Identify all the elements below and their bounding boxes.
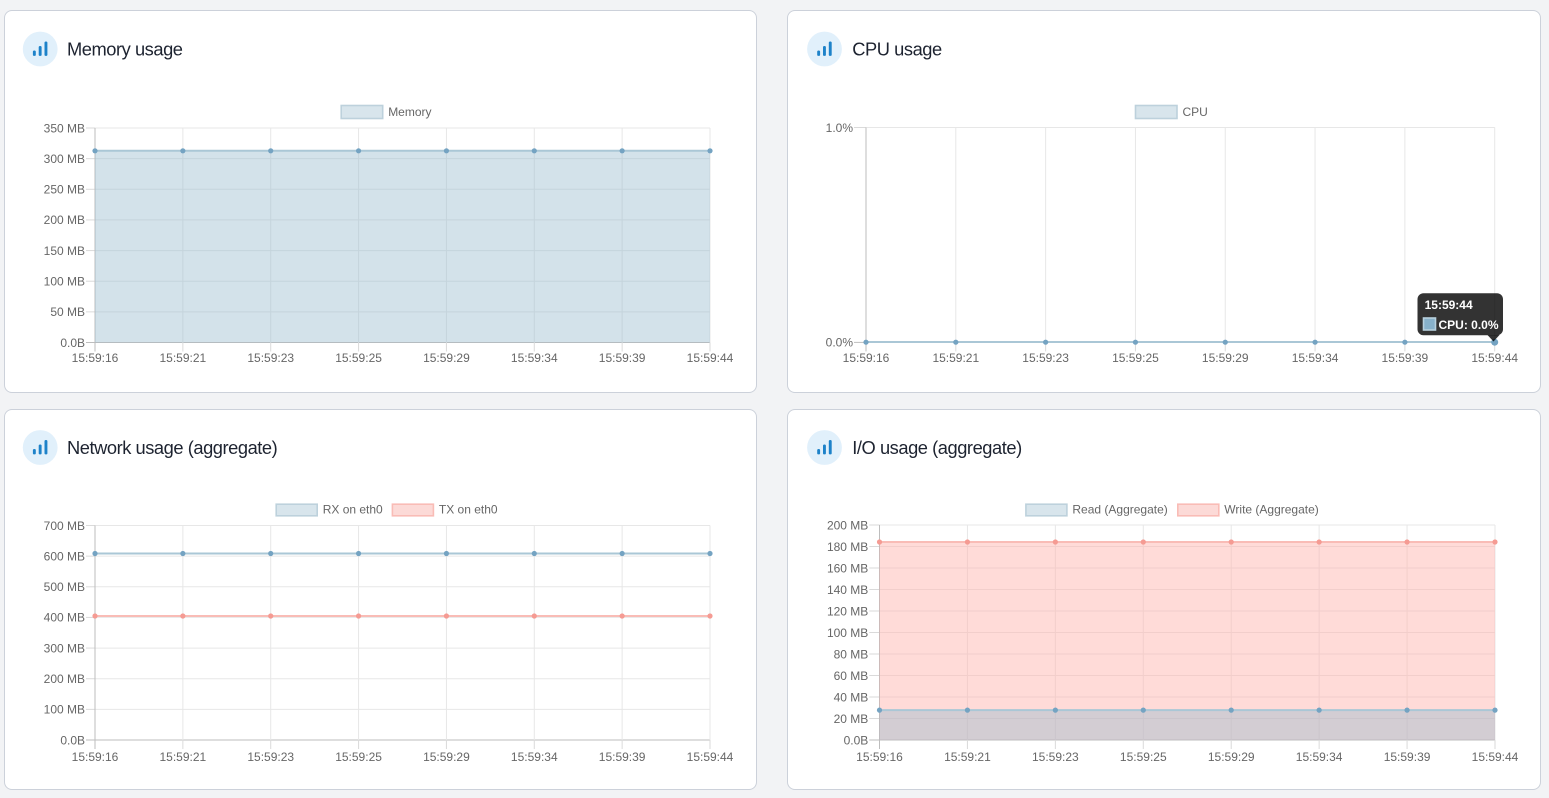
svg-text:600 MB: 600 MB	[44, 549, 85, 563]
svg-text:15:59:39: 15:59:39	[1384, 750, 1431, 764]
svg-text:15:59:39: 15:59:39	[599, 351, 646, 365]
svg-text:20 MB: 20 MB	[834, 712, 869, 726]
svg-text:0.0%: 0.0%	[826, 336, 854, 350]
svg-text:Network usage (aggregate): Network usage (aggregate)	[67, 437, 277, 458]
svg-text:15:59:21: 15:59:21	[932, 351, 979, 365]
svg-text:160 MB: 160 MB	[827, 561, 868, 575]
svg-text:700 MB: 700 MB	[44, 519, 85, 533]
svg-text:15:59:21: 15:59:21	[160, 351, 207, 365]
svg-text:15:59:25: 15:59:25	[1112, 351, 1159, 365]
svg-text:15:59:25: 15:59:25	[1120, 750, 1167, 764]
svg-text:15:59:21: 15:59:21	[944, 750, 991, 764]
svg-text:15:59:44: 15:59:44	[687, 750, 734, 764]
svg-text:100 MB: 100 MB	[44, 275, 85, 289]
svg-text:15:59:25: 15:59:25	[335, 750, 382, 764]
svg-text:180 MB: 180 MB	[827, 540, 868, 554]
svg-text:CPU usage: CPU usage	[852, 39, 942, 60]
svg-text:15:59:34: 15:59:34	[511, 351, 558, 365]
svg-text:100 MB: 100 MB	[827, 626, 868, 640]
svg-text:300 MB: 300 MB	[44, 152, 85, 166]
svg-text:0.0B: 0.0B	[60, 733, 85, 747]
svg-text:200 MB: 200 MB	[44, 213, 85, 227]
svg-text:150 MB: 150 MB	[44, 244, 85, 258]
svg-text:RX on eth0: RX on eth0	[323, 502, 383, 516]
svg-text:15:59:23: 15:59:23	[1022, 351, 1069, 365]
svg-text:15:59:25: 15:59:25	[335, 351, 382, 365]
svg-text:15:59:21: 15:59:21	[160, 750, 207, 764]
svg-text:200 MB: 200 MB	[827, 518, 868, 532]
svg-text:15:59:29: 15:59:29	[423, 750, 470, 764]
svg-text:400 MB: 400 MB	[44, 611, 85, 625]
svg-text:15:59:29: 15:59:29	[423, 351, 470, 365]
svg-text:TX on eth0: TX on eth0	[439, 502, 498, 516]
svg-text:140 MB: 140 MB	[827, 583, 868, 597]
svg-text:15:59:44: 15:59:44	[1425, 298, 1473, 312]
svg-text:15:59:23: 15:59:23	[247, 351, 294, 365]
svg-text:Read (Aggregate): Read (Aggregate)	[1072, 502, 1167, 516]
svg-text:120 MB: 120 MB	[827, 604, 868, 618]
svg-text:80 MB: 80 MB	[834, 647, 869, 661]
svg-text:Write (Aggregate): Write (Aggregate)	[1224, 502, 1318, 516]
svg-text:I/O usage (aggregate): I/O usage (aggregate)	[852, 437, 1021, 458]
svg-text:500 MB: 500 MB	[44, 580, 85, 594]
svg-text:15:59:29: 15:59:29	[1208, 750, 1255, 764]
svg-text:15:59:34: 15:59:34	[1292, 351, 1339, 365]
svg-text:CPU: CPU	[1183, 105, 1208, 119]
svg-text:40 MB: 40 MB	[834, 690, 869, 704]
svg-text:15:59:44: 15:59:44	[687, 351, 734, 365]
svg-text:15:59:16: 15:59:16	[856, 750, 903, 764]
svg-text:CPU: 0.0%: CPU: 0.0%	[1439, 318, 1499, 332]
svg-text:15:59:34: 15:59:34	[511, 750, 558, 764]
svg-text:15:59:16: 15:59:16	[72, 351, 119, 365]
svg-text:Memory: Memory	[388, 105, 431, 119]
svg-text:350 MB: 350 MB	[44, 121, 85, 135]
svg-text:0.0B: 0.0B	[844, 733, 869, 747]
svg-text:200 MB: 200 MB	[44, 672, 85, 686]
svg-text:15:59:16: 15:59:16	[72, 750, 119, 764]
svg-text:15:59:44: 15:59:44	[1471, 351, 1518, 365]
svg-text:15:59:29: 15:59:29	[1202, 351, 1249, 365]
svg-text:100 MB: 100 MB	[44, 703, 85, 717]
svg-text:50 MB: 50 MB	[50, 305, 85, 319]
svg-text:15:59:34: 15:59:34	[1296, 750, 1343, 764]
svg-text:1.0%: 1.0%	[826, 121, 854, 135]
svg-text:0.0B: 0.0B	[60, 336, 85, 350]
svg-text:60 MB: 60 MB	[834, 669, 869, 683]
svg-text:250 MB: 250 MB	[44, 183, 85, 197]
svg-text:15:59:16: 15:59:16	[843, 351, 890, 365]
svg-text:15:59:23: 15:59:23	[1032, 750, 1079, 764]
svg-text:300 MB: 300 MB	[44, 641, 85, 655]
svg-text:15:59:23: 15:59:23	[247, 750, 294, 764]
svg-text:15:59:39: 15:59:39	[599, 750, 646, 764]
svg-text:Memory usage: Memory usage	[67, 39, 183, 60]
svg-text:15:59:39: 15:59:39	[1382, 351, 1429, 365]
svg-text:15:59:44: 15:59:44	[1472, 750, 1519, 764]
